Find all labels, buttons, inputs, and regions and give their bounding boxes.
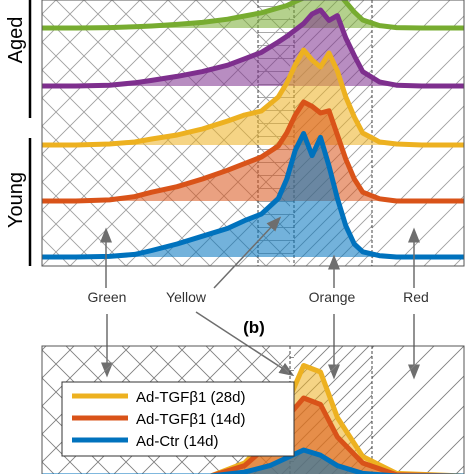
ridge-series-3-line <box>42 47 464 148</box>
ridge-series-5-area <box>42 133 464 257</box>
legend-entry-14d: Ad-TGFβ1 (14d) <box>136 411 246 428</box>
red-band-b <box>372 346 464 474</box>
yellow-arrow <box>213 216 282 289</box>
band-label-orange: Orange <box>309 289 356 305</box>
axes-frame-a <box>41 0 465 267</box>
ridge-series-1-line <box>42 0 464 31</box>
axes-frame-b <box>41 345 465 474</box>
ridge-series-5-line <box>42 131 464 260</box>
panel-b-label: (b) <box>243 318 265 337</box>
group-label-aged: Aged <box>5 17 27 64</box>
panel-b: Ad-TGFβ1 (28d) Ad-TGFβ1 (14d) Ad-Ctr (14… <box>41 345 465 474</box>
legend: Ad-TGFβ1 (28d) Ad-TGFβ1 (14d) Ad-Ctr (14… <box>61 381 295 457</box>
ridge-series-group <box>42 0 464 260</box>
group-label-young: Young <box>5 172 27 228</box>
panel-b-series-2-line <box>42 395 465 474</box>
panel-a: Aged Young <box>5 0 465 267</box>
band-label-green: Green <box>88 289 127 305</box>
legend-entry-28d: Ad-TGFβ1 (28d) <box>136 389 246 406</box>
band-label-red: Red <box>403 289 429 305</box>
ridge-series-4-area <box>42 102 464 201</box>
band-label-yellow: Yellow <box>166 289 207 305</box>
legend-entry-ctr: Ad-Ctr (14d) <box>136 433 219 450</box>
ridge-series-4-line <box>42 99 464 204</box>
ridge-series-2-line <box>42 7 464 89</box>
ridge-series-1-area <box>42 0 464 28</box>
panel-b-series-3-line <box>42 447 464 474</box>
red-band <box>372 0 464 266</box>
ridge-series-3-area <box>42 50 464 145</box>
band-annotations: Green Yellow Orange Red <box>88 216 429 380</box>
